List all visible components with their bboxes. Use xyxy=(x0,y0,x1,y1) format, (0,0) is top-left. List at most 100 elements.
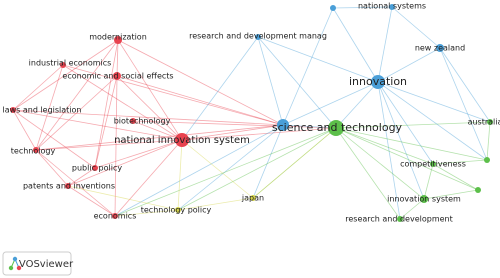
edge xyxy=(116,39,119,77)
edge xyxy=(282,7,334,126)
edge xyxy=(114,209,179,217)
node-label: economic and social effects xyxy=(62,72,173,81)
node-label: innovation xyxy=(349,75,407,88)
edge xyxy=(12,39,119,111)
edge xyxy=(177,124,284,211)
edge xyxy=(335,127,425,200)
edge xyxy=(35,39,119,151)
edge xyxy=(114,139,183,217)
edge xyxy=(35,139,183,151)
edge xyxy=(335,127,488,161)
edge xyxy=(181,127,337,141)
edge xyxy=(12,109,37,151)
edge xyxy=(252,127,337,199)
nodes xyxy=(10,4,493,222)
edge xyxy=(391,6,441,49)
edge xyxy=(332,7,379,83)
edge xyxy=(257,36,284,126)
node xyxy=(114,36,122,44)
edge xyxy=(486,121,491,161)
edge xyxy=(117,39,284,126)
node xyxy=(484,157,490,163)
node xyxy=(60,62,66,68)
edge xyxy=(181,139,254,199)
edge xyxy=(116,75,183,141)
node-label: research and development xyxy=(345,215,453,224)
node-label: new zealand xyxy=(415,44,465,53)
node xyxy=(436,44,444,52)
node xyxy=(389,4,395,10)
edge xyxy=(335,121,491,129)
node xyxy=(255,34,261,40)
node xyxy=(277,119,289,131)
edge xyxy=(114,124,284,217)
edge xyxy=(67,185,116,217)
edge xyxy=(67,167,96,187)
edge xyxy=(282,81,379,126)
labels: modernization industrial economics economi… xyxy=(2,2,500,224)
edge xyxy=(67,185,179,211)
edge xyxy=(116,75,284,126)
node xyxy=(113,72,121,80)
edge xyxy=(257,36,379,83)
edge xyxy=(439,47,491,123)
node-label: biotechnology xyxy=(114,117,171,126)
edge xyxy=(132,120,183,141)
edge xyxy=(423,163,434,200)
node-label: science and technology xyxy=(272,121,403,134)
edge xyxy=(181,36,259,141)
edge xyxy=(377,47,441,83)
logo-icon xyxy=(8,256,22,271)
edge xyxy=(12,109,284,126)
edge xyxy=(377,81,425,200)
edge xyxy=(432,163,479,191)
edge xyxy=(94,75,118,169)
edge xyxy=(12,109,183,141)
edge xyxy=(282,124,337,129)
node-label: laws and legislation xyxy=(2,106,81,115)
edge xyxy=(399,198,425,220)
edge xyxy=(335,127,401,220)
edge xyxy=(94,39,119,169)
node-label: competitiveness xyxy=(400,160,466,169)
edge xyxy=(377,81,488,161)
edge xyxy=(94,139,183,169)
node-label: national innovation system xyxy=(114,135,250,146)
node xyxy=(175,207,181,213)
edge xyxy=(377,81,434,165)
edge xyxy=(177,127,337,211)
edge xyxy=(35,75,118,151)
node xyxy=(10,107,16,113)
node-label: industrial economics xyxy=(29,59,112,68)
node-label: technology policy xyxy=(141,206,212,215)
edge xyxy=(377,81,491,123)
edge xyxy=(114,75,118,217)
edge xyxy=(35,149,69,187)
edges xyxy=(12,6,491,220)
edge xyxy=(252,127,337,199)
node-label: patents and inventions xyxy=(23,182,115,191)
node-label: public policy xyxy=(72,164,122,173)
node-label: technology xyxy=(11,147,56,156)
node xyxy=(430,161,436,167)
edge xyxy=(335,127,434,165)
edge xyxy=(62,64,183,141)
node xyxy=(397,216,403,222)
edge xyxy=(35,64,64,151)
edge xyxy=(335,127,479,191)
edge xyxy=(132,120,337,129)
edge xyxy=(335,81,379,129)
edge xyxy=(35,124,284,151)
edge xyxy=(377,81,401,220)
node xyxy=(475,187,481,193)
edge xyxy=(177,139,183,211)
edge xyxy=(439,47,488,161)
node xyxy=(112,213,118,219)
node xyxy=(175,133,189,147)
edge xyxy=(181,124,284,141)
logo[interactable]: VOSviewer xyxy=(2,251,74,276)
edge xyxy=(257,36,337,129)
node-label: research and development manag xyxy=(189,32,327,41)
node xyxy=(92,165,98,171)
